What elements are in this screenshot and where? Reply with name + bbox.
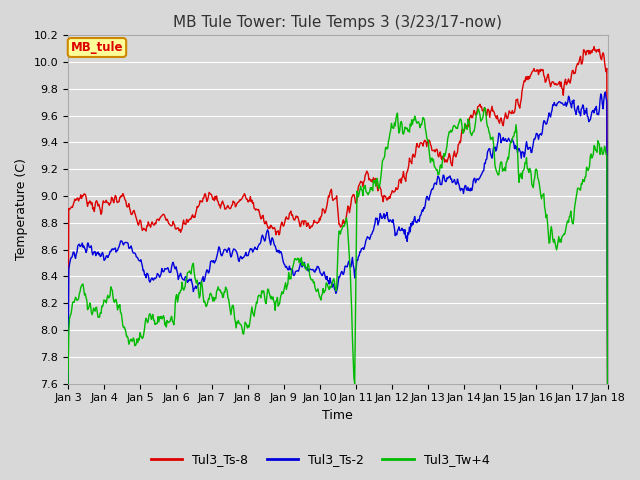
Text: MB_tule: MB_tule [71, 41, 124, 54]
Legend: Tul3_Ts-8, Tul3_Ts-2, Tul3_Tw+4: Tul3_Ts-8, Tul3_Ts-2, Tul3_Tw+4 [145, 448, 495, 471]
Title: MB Tule Tower: Tule Temps 3 (3/23/17-now): MB Tule Tower: Tule Temps 3 (3/23/17-now… [173, 15, 502, 30]
Y-axis label: Temperature (C): Temperature (C) [15, 158, 28, 260]
X-axis label: Time: Time [323, 409, 353, 422]
